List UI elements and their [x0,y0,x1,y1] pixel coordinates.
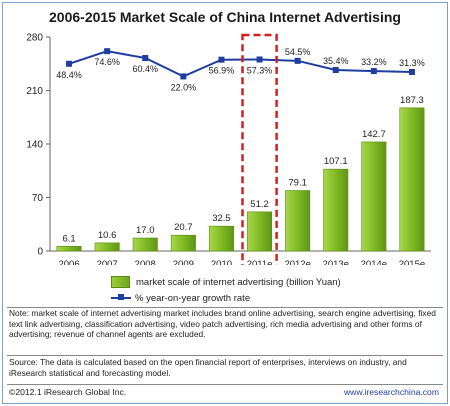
divider-middle [7,355,443,356]
legend-item-bar: market scale of internet advertising (bi… [111,274,341,290]
bar-value-label: 51.2 [250,199,269,210]
bar-value-label: 10.6 [98,230,117,241]
growth-point [142,55,149,62]
divider-top [7,307,443,308]
y-tick-label: 280 [26,33,43,44]
x-tick-label: 2008 [135,259,156,265]
growth-point [104,48,111,55]
legend-line-swatch [111,293,131,303]
bar [132,237,158,252]
bar [361,141,387,252]
growth-value-label: 48.4% [56,70,82,80]
y-tick-label: 0 [37,247,43,258]
divider-bottom [7,384,443,385]
bar-value-label: 17.0 [136,225,155,236]
growth-point [332,67,339,74]
growth-value-label: 60.4% [132,64,158,74]
bar [323,168,349,252]
bar-value-label: 187.3 [400,95,424,106]
bar [170,234,196,252]
bar [285,190,311,252]
growth-point [370,68,377,75]
bar [56,246,82,252]
growth-value-label: 56.9% [209,66,235,76]
legend-line-label: % year-on-year growth rate [135,292,251,304]
x-tick-label: 2011e [247,259,273,265]
chart-title: 2006-2015 Market Scale of China Internet… [49,9,401,25]
y-tick-label: 140 [26,140,43,151]
bar-value-label: 32.5 [212,213,231,224]
bar [208,225,234,252]
x-tick-label: 2012e [284,259,310,265]
chart-svg: 0 70 140 210 280 2006 2007 2008 2009 2010 2011e 201… [26,33,431,265]
chart-legend: market scale of internet advertising (bi… [111,274,341,306]
growth-value-label: 74.6% [94,57,120,67]
growth-point [66,60,73,67]
legend-item-line: % year-on-year growth rate [111,290,341,306]
x-tick-label: 2014e [361,259,387,265]
x-tick-label: 2010 [211,259,232,265]
bar-value-label: 107.1 [324,156,348,167]
bar [94,242,120,252]
growth-point [408,68,415,75]
growth-line [68,50,412,78]
y-tick-label: 210 [26,86,43,97]
growth-value-label: 54.5% [285,47,311,57]
x-tick-label: 2015e [399,259,425,265]
bar [399,107,425,252]
growth-value-label: 35.4% [323,56,349,66]
website-link[interactable]: www.iresearchchina.com [343,387,439,397]
bar-value-label: 79.1 [288,178,307,189]
bar-value-label: 20.7 [174,222,193,233]
bar-value-label: 142.7 [362,129,386,140]
copyright-text: ©2012.1 iResearch Global Inc. [9,387,127,397]
x-tick-label: 2009 [173,259,194,265]
y-tick-label: 70 [32,193,44,204]
growth-value-label: 22.0% [171,82,197,92]
growth-value-label: 31.3% [399,58,425,68]
chart-note: Note: market scale of internet advertisi… [9,308,436,340]
growth-value-label: 33.2% [361,57,387,67]
legend-bar-label: market scale of internet advertising (bi… [136,276,341,288]
growth-point [218,56,225,63]
chart-source: Source: The data is calculated based on … [9,357,407,378]
bar-value-label: 6.1 [62,233,75,244]
growth-point [256,56,263,63]
x-tick-label: 2013e [323,259,349,265]
highlight-box [241,33,278,265]
legend-bar-swatch [111,276,130,288]
bar [247,211,273,252]
growth-point [180,73,187,80]
x-tick-label: 2006 [58,259,79,265]
x-tick-label: 2007 [97,259,118,265]
growth-point [294,57,301,64]
growth-value-label: 57.3% [247,65,273,75]
